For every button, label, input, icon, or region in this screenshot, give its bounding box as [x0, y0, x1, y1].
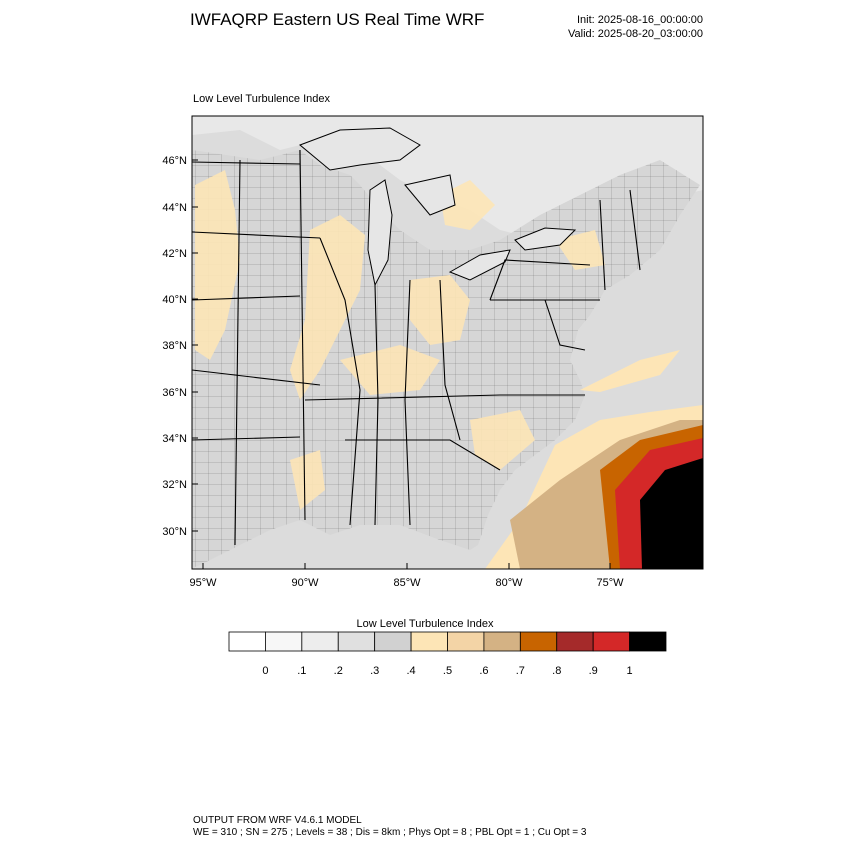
colorbar-title: Low Level Turbulence Index — [356, 618, 494, 630]
lat-label: 40°N — [162, 294, 187, 306]
lat-label: 44°N — [162, 202, 187, 214]
lat-label: 30°N — [162, 526, 187, 538]
colorbar-tick-label: .9 — [589, 665, 598, 677]
footer-line-2: WE = 310 ; SN = 275 ; Levels = 38 ; Dis … — [193, 827, 587, 838]
colorbar: 0 .1 .2 .3 .4 .5 .6 .7 .8 .9 1 — [228, 631, 667, 677]
map-frame — [191, 115, 704, 570]
colorbar-tick-label: 0 — [262, 665, 268, 677]
lat-label: 46°N — [162, 155, 187, 167]
colorbar-tick-label: 1 — [627, 665, 633, 677]
colorbar-tick-label: .5 — [443, 665, 452, 677]
colorbar-tick-label: .8 — [552, 665, 561, 677]
plot-title: IWFAQRP Eastern US Real Time WRF — [190, 10, 485, 29]
offshore-turbulence — [485, 350, 703, 569]
time-stamps: Init: 2025-08-16_00:00:00 Valid: 2025-08… — [560, 13, 703, 41]
lat-label: 38°N — [162, 340, 187, 352]
colorbar-swatch — [592, 631, 630, 652]
colorbar-swatch — [337, 631, 376, 652]
great-lakes — [299, 127, 577, 287]
lat-label: 36°N — [162, 387, 187, 399]
map-subtitle: Low Level Turbulence Index — [193, 93, 330, 105]
lat-label: 34°N — [162, 433, 187, 445]
colorbar-swatch — [228, 631, 266, 652]
lat-label: 32°N — [162, 479, 187, 491]
colorbar-swatch — [447, 631, 485, 652]
lat-label: 42°N — [162, 248, 187, 260]
lon-label: 75°W — [596, 577, 624, 589]
map-area — [192, 116, 703, 569]
colorbar-swatch — [519, 631, 558, 652]
colorbar-swatch — [483, 631, 521, 652]
colorbar-tick-label: .4 — [406, 665, 415, 677]
turbulence-low-patches — [195, 170, 605, 510]
lon-label: 85°W — [393, 577, 421, 589]
state-borders — [192, 149, 641, 546]
lon-label: 90°W — [291, 577, 319, 589]
colorbar-swatch — [629, 631, 667, 652]
colorbar-tick-label: .1 — [297, 665, 306, 677]
model-footer: OUTPUT FROM WRF V4.6.1 MODEL WE = 310 ; … — [193, 815, 586, 839]
init-time: Init: 2025-08-16_00:00:00 — [577, 14, 703, 26]
colorbar-swatch — [556, 631, 594, 652]
colorbar-tick-label: .3 — [370, 665, 379, 677]
latitude-axis: 46°N 44°N 42°N 40°N 38°N 36°N 34°N 32°N 30°N — [162, 155, 198, 538]
colorbar-tick-label: .6 — [479, 665, 488, 677]
colorbar-tick-label: .2 — [334, 665, 343, 677]
colorbar-swatch — [265, 631, 303, 652]
footer-line-1: OUTPUT FROM WRF V4.6.1 MODEL — [193, 815, 362, 826]
colorbar-tick-label: .7 — [516, 665, 525, 677]
lon-label: 95°W — [189, 577, 217, 589]
colorbar-swatch — [374, 631, 412, 652]
lon-label: 80°W — [495, 577, 523, 589]
colorbar-swatch — [301, 631, 339, 652]
valid-time: Valid: 2025-08-20_03:00:00 — [568, 28, 703, 40]
longitude-axis: 95°W 90°W 85°W 80°W 75°W — [189, 563, 624, 589]
colorbar-swatch — [410, 631, 448, 652]
